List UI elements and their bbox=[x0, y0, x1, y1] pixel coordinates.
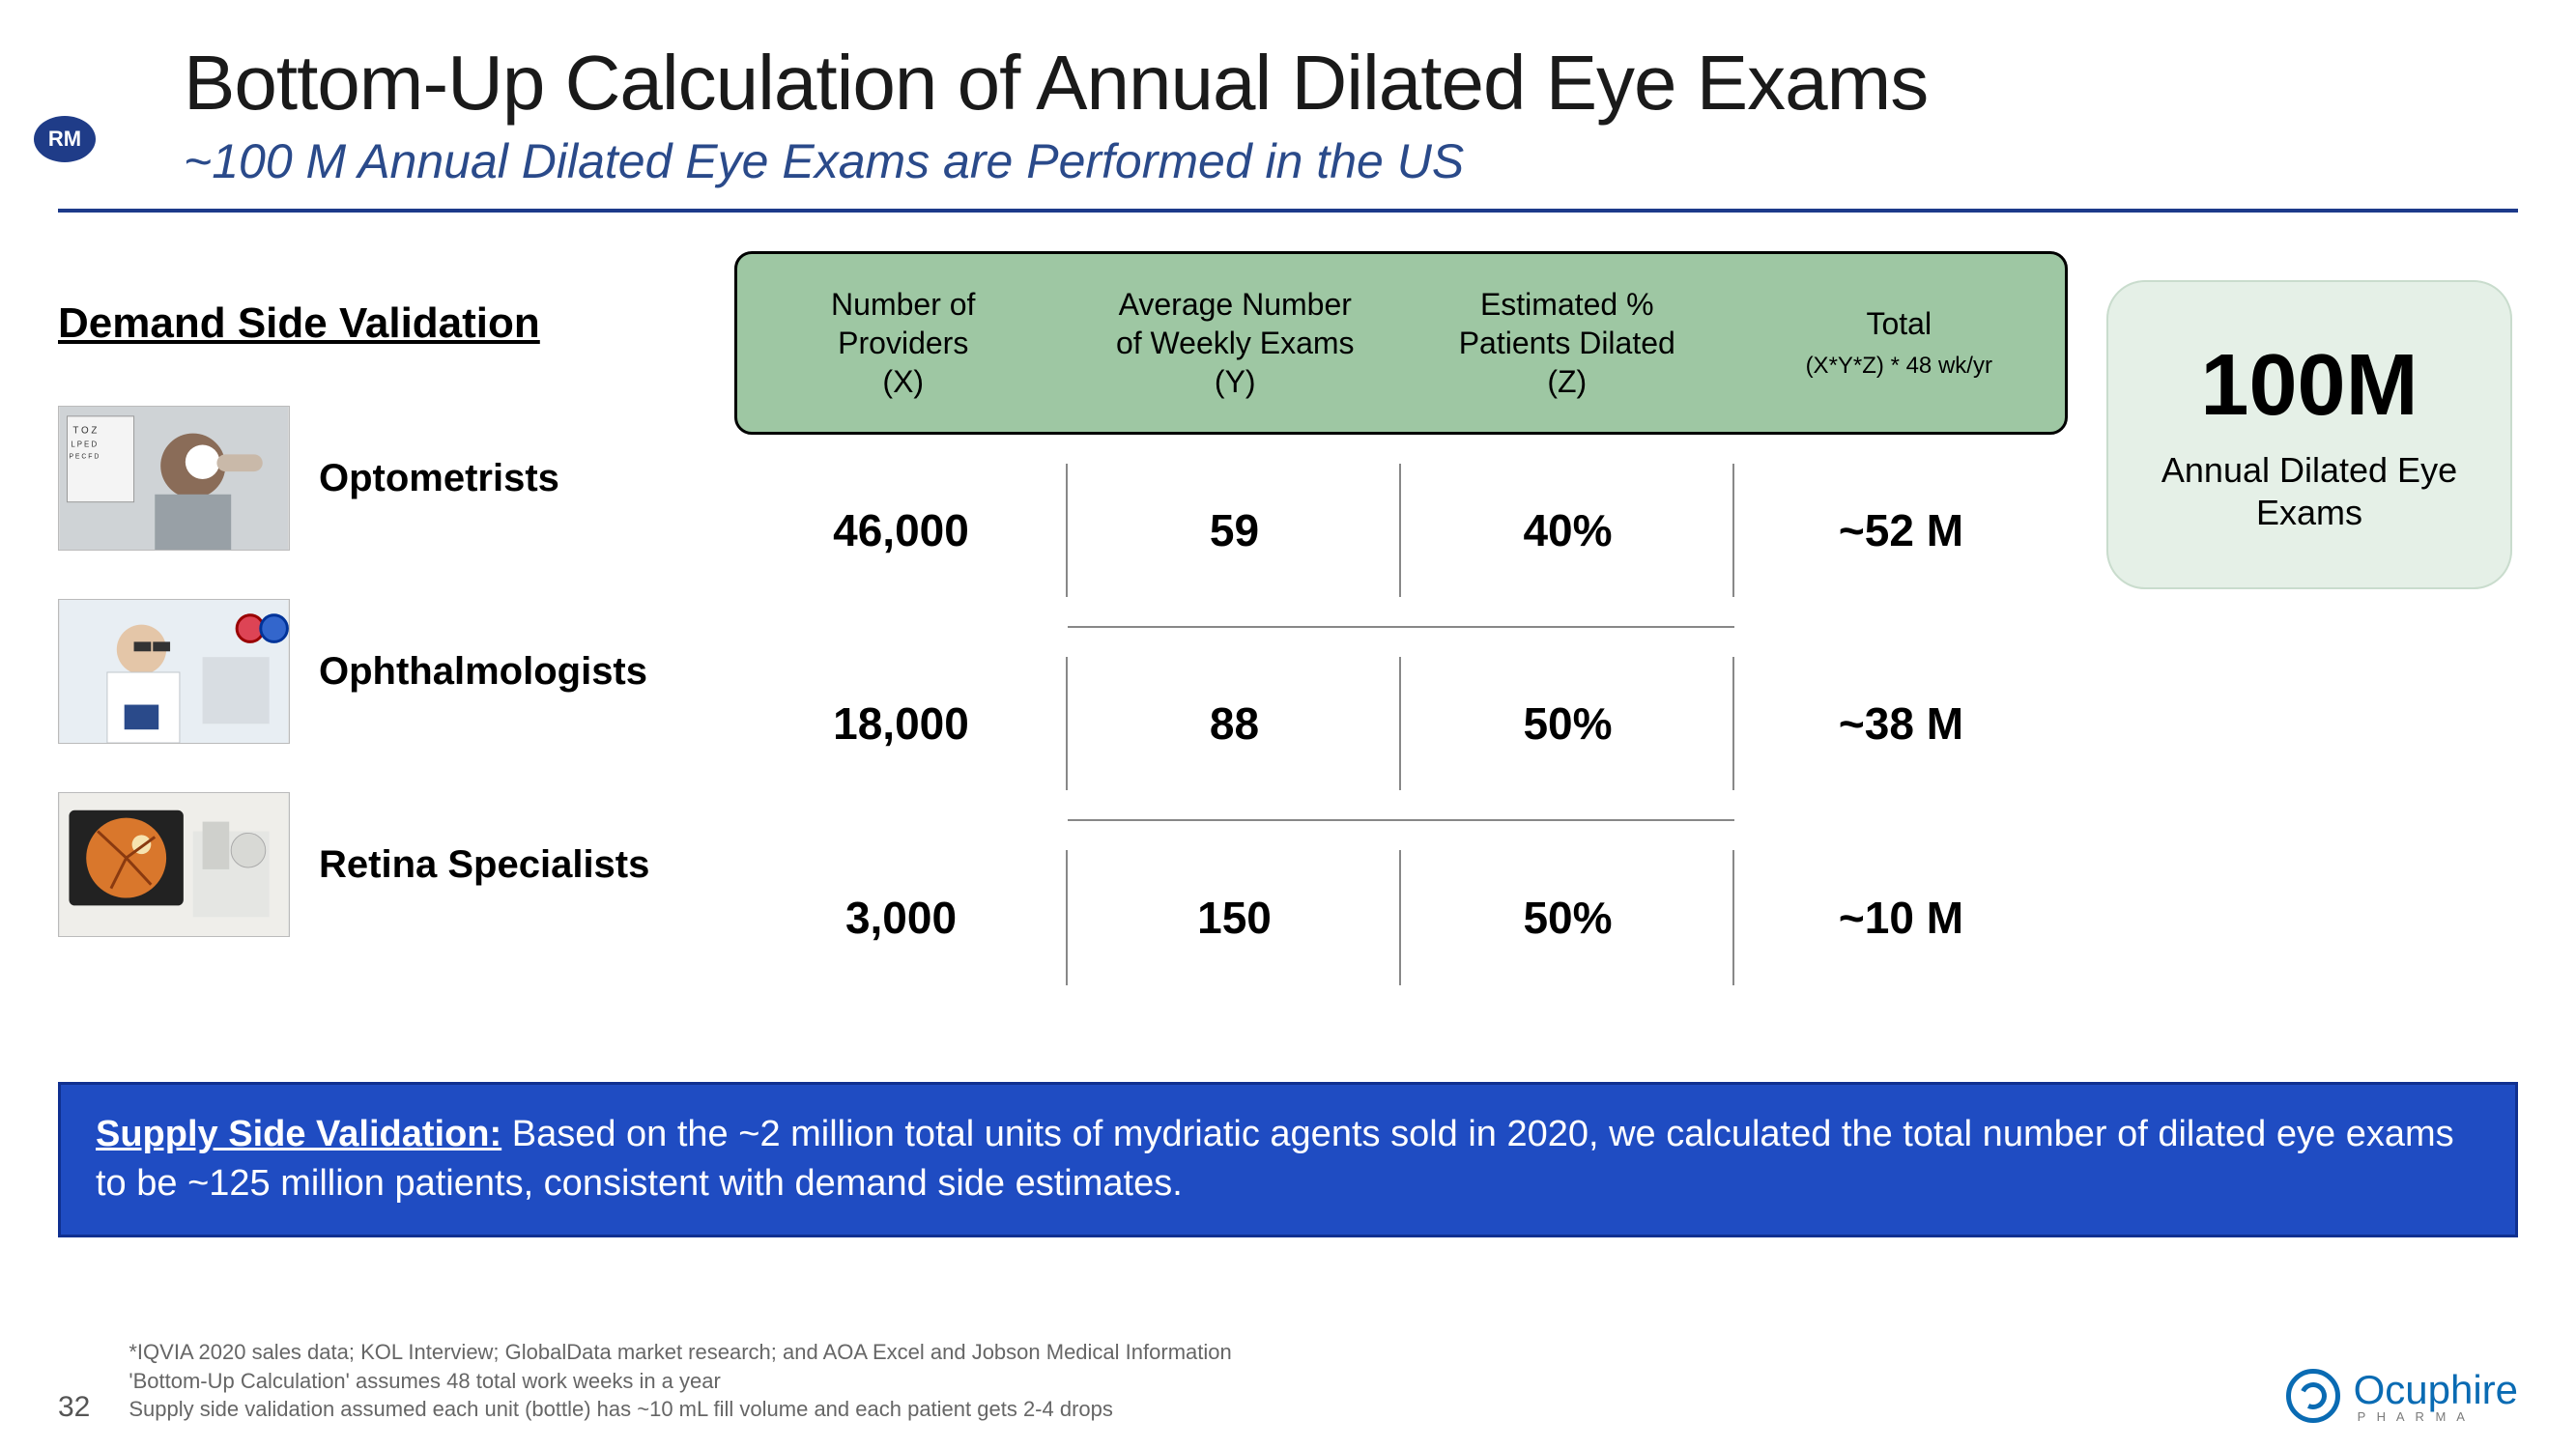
cell-y: 59 bbox=[1068, 435, 1401, 628]
th-text: (X) bbox=[882, 364, 924, 399]
slide-subtitle: ~100 M Annual Dilated Eye Exams are Perf… bbox=[184, 133, 2518, 189]
cell-y: 88 bbox=[1068, 628, 1401, 821]
label-optometrists: Optometrists bbox=[319, 457, 559, 500]
th-text: (X*Y*Z) * 48 wk/yr bbox=[1806, 353, 1992, 379]
cell-z: 40% bbox=[1401, 435, 1734, 628]
svg-text:P E C F D: P E C F D bbox=[69, 453, 99, 460]
label-ophthalmologists: Ophthalmologists bbox=[319, 650, 647, 694]
logo-swirl-icon bbox=[2286, 1369, 2340, 1423]
footnote-line: Supply side validation assumed each unit… bbox=[129, 1395, 1231, 1424]
content-area: Demand Side Validation T O Z L P E D P E… bbox=[58, 251, 2518, 1014]
cell-x: 3,000 bbox=[734, 821, 1068, 1014]
th-text: Patients Dilated bbox=[1459, 326, 1675, 360]
logo-text: Ocuphire bbox=[2354, 1367, 2518, 1413]
left-column: Demand Side Validation T O Z L P E D P E… bbox=[58, 251, 734, 976]
cell-x: 46,000 bbox=[734, 435, 1068, 628]
svg-text:L P E D: L P E D bbox=[71, 440, 97, 448]
th-text: Number of bbox=[831, 287, 975, 322]
cell-total: ~10 M bbox=[1734, 821, 2068, 1014]
footnote-line: 'Bottom-Up Calculation' assumes 48 total… bbox=[129, 1367, 1231, 1396]
slide-title: Bottom-Up Calculation of Annual Dilated … bbox=[184, 39, 2518, 128]
table-body: 46,000 59 40% ~52 M 18,000 88 50% ~38 M … bbox=[734, 435, 2068, 1014]
th-providers: Number of Providers (X) bbox=[737, 285, 1070, 401]
company-logo: Ocuphire P H A R M A bbox=[2286, 1367, 2518, 1424]
th-dilated: Estimated % Patients Dilated (Z) bbox=[1401, 285, 1733, 401]
title-block: Bottom-Up Calculation of Annual Dilated … bbox=[184, 39, 2518, 189]
th-text: of Weekly Exams bbox=[1116, 326, 1355, 360]
table-header: Number of Providers (X) Average Number o… bbox=[734, 251, 2068, 435]
callout-card: 100M Annual Dilated Eye Exams bbox=[2106, 280, 2512, 589]
slide: RM Bottom-Up Calculation of Annual Dilat… bbox=[0, 0, 2576, 1449]
table-row: 46,000 59 40% ~52 M bbox=[734, 435, 2068, 628]
th-text: (Z) bbox=[1547, 364, 1587, 399]
thumb-ophthalmologist bbox=[58, 599, 290, 744]
row-ophthalmologists: Ophthalmologists bbox=[58, 589, 734, 753]
footer-left: 32 *IQVIA 2020 sales data; KOL Interview… bbox=[58, 1338, 1232, 1424]
label-retina: Retina Specialists bbox=[319, 843, 649, 887]
footnotes: *IQVIA 2020 sales data; KOL Interview; G… bbox=[129, 1338, 1231, 1424]
th-text: (Y) bbox=[1215, 364, 1256, 399]
footer: 32 *IQVIA 2020 sales data; KOL Interview… bbox=[58, 1338, 2518, 1424]
title-rule bbox=[58, 209, 2518, 213]
doctor-icon bbox=[59, 600, 289, 743]
callout-label: Annual Dilated Eye Exams bbox=[2126, 449, 2493, 532]
th-text: Estimated % bbox=[1480, 287, 1654, 322]
supply-lead: Supply Side Validation: bbox=[96, 1114, 501, 1154]
th-total: Total (X*Y*Z) * 48 wk/yr bbox=[1733, 304, 2066, 382]
cell-total: ~52 M bbox=[1734, 435, 2068, 628]
callout-number: 100M bbox=[2200, 336, 2418, 436]
rm-badge: RM bbox=[34, 116, 96, 162]
supply-side-box: Supply Side Validation: Based on the ~2 … bbox=[58, 1082, 2518, 1237]
table-row: 18,000 88 50% ~38 M bbox=[734, 628, 2068, 821]
page-number: 32 bbox=[58, 1391, 90, 1424]
cell-z: 50% bbox=[1401, 821, 1734, 1014]
svg-text:T O Z: T O Z bbox=[72, 426, 97, 437]
retina-scan-icon bbox=[59, 793, 289, 936]
th-text: Average Number bbox=[1119, 287, 1352, 322]
cell-z: 50% bbox=[1401, 628, 1734, 821]
cell-x: 18,000 bbox=[734, 628, 1068, 821]
thumb-optometrist: T O Z L P E D P E C F D bbox=[58, 406, 290, 551]
demand-side-title: Demand Side Validation bbox=[58, 299, 734, 348]
eye-exam-icon: T O Z L P E D P E C F D bbox=[59, 407, 289, 550]
callout-100m: 100M Annual Dilated Eye Exams bbox=[2106, 280, 2512, 647]
row-retina: Retina Specialists bbox=[58, 782, 734, 947]
th-text: Providers bbox=[838, 326, 968, 360]
footnote-line: *IQVIA 2020 sales data; KOL Interview; G… bbox=[129, 1338, 1231, 1367]
table: Number of Providers (X) Average Number o… bbox=[734, 251, 2068, 1014]
th-weekly: Average Number of Weekly Exams (Y) bbox=[1070, 285, 1402, 401]
thumb-retina bbox=[58, 792, 290, 937]
table-row: 3,000 150 50% ~10 M bbox=[734, 821, 2068, 1014]
cell-total: ~38 M bbox=[1734, 628, 2068, 821]
th-text: Total bbox=[1866, 306, 1932, 341]
row-optometrists: T O Z L P E D P E C F D Optometrists bbox=[58, 396, 734, 560]
cell-y: 150 bbox=[1068, 821, 1401, 1014]
